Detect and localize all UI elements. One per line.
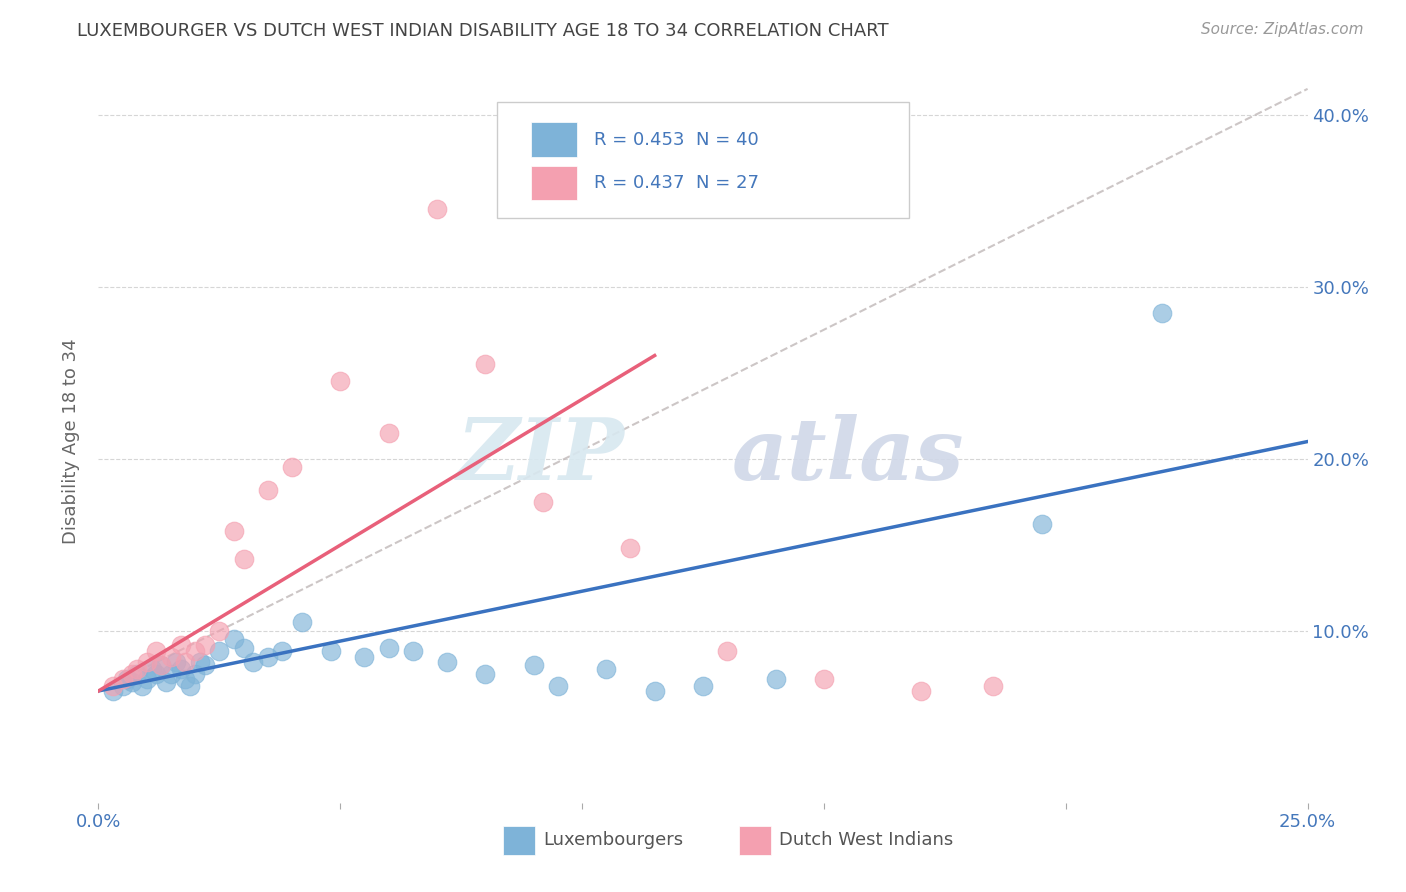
Point bbox=[188, 655, 211, 669]
Point bbox=[222, 524, 245, 538]
Point bbox=[184, 644, 207, 658]
Y-axis label: Disability Age 18 to 34: Disability Age 18 to 34 bbox=[62, 339, 80, 544]
Point bbox=[179, 679, 201, 693]
Point bbox=[692, 679, 714, 693]
Point bbox=[208, 624, 231, 638]
Point bbox=[101, 684, 124, 698]
Point bbox=[160, 649, 183, 664]
Point bbox=[402, 644, 425, 658]
Point bbox=[319, 644, 342, 658]
Point bbox=[1152, 305, 1174, 319]
Text: atlas: atlas bbox=[733, 414, 965, 498]
Text: ZIP: ZIP bbox=[457, 414, 624, 498]
Point bbox=[208, 644, 231, 658]
Point bbox=[169, 638, 191, 652]
Bar bbox=[503, 826, 534, 855]
Point bbox=[474, 357, 496, 371]
Point bbox=[644, 684, 666, 698]
Point bbox=[426, 202, 449, 217]
Point bbox=[121, 666, 143, 681]
Text: R = 0.453  N = 40: R = 0.453 N = 40 bbox=[595, 130, 759, 149]
Point bbox=[141, 662, 163, 676]
Point bbox=[765, 672, 787, 686]
Point bbox=[117, 672, 139, 686]
Bar bbox=[740, 826, 770, 855]
Bar bbox=[531, 122, 578, 157]
Point bbox=[353, 649, 375, 664]
Text: Source: ZipAtlas.com: Source: ZipAtlas.com bbox=[1201, 22, 1364, 37]
Point bbox=[271, 644, 294, 658]
Point bbox=[160, 666, 183, 681]
Point bbox=[131, 679, 153, 693]
Point bbox=[135, 655, 157, 669]
Text: R = 0.437  N = 27: R = 0.437 N = 27 bbox=[595, 174, 759, 192]
Point bbox=[111, 672, 134, 686]
Point bbox=[547, 679, 569, 693]
Point bbox=[174, 655, 197, 669]
Point bbox=[256, 649, 278, 664]
Point bbox=[813, 672, 835, 686]
Point bbox=[377, 640, 399, 655]
FancyBboxPatch shape bbox=[498, 102, 908, 218]
Point bbox=[184, 666, 207, 681]
Point bbox=[981, 679, 1004, 693]
Text: Dutch West Indians: Dutch West Indians bbox=[779, 831, 953, 849]
Point bbox=[619, 541, 641, 556]
Point bbox=[1031, 517, 1053, 532]
Point bbox=[174, 672, 197, 686]
Point bbox=[910, 684, 932, 698]
Point bbox=[474, 666, 496, 681]
Point bbox=[256, 483, 278, 497]
Point bbox=[169, 662, 191, 676]
Point bbox=[436, 655, 458, 669]
Point bbox=[377, 425, 399, 440]
Point bbox=[281, 460, 304, 475]
Point bbox=[127, 666, 149, 681]
Point bbox=[101, 679, 124, 693]
Point bbox=[121, 675, 143, 690]
Point bbox=[150, 658, 173, 673]
Point bbox=[232, 640, 254, 655]
Point bbox=[150, 658, 173, 673]
Text: LUXEMBOURGER VS DUTCH WEST INDIAN DISABILITY AGE 18 TO 34 CORRELATION CHART: LUXEMBOURGER VS DUTCH WEST INDIAN DISABI… bbox=[77, 22, 889, 40]
Point bbox=[155, 675, 177, 690]
Point bbox=[194, 638, 217, 652]
Point bbox=[165, 655, 187, 669]
Point bbox=[716, 644, 738, 658]
Point bbox=[242, 655, 264, 669]
Point bbox=[111, 679, 134, 693]
Point bbox=[595, 662, 617, 676]
Bar bbox=[531, 166, 578, 200]
Point bbox=[194, 658, 217, 673]
Point bbox=[222, 632, 245, 647]
Point bbox=[145, 666, 167, 681]
Text: Luxembourgers: Luxembourgers bbox=[543, 831, 683, 849]
Point bbox=[232, 551, 254, 566]
Point bbox=[145, 644, 167, 658]
Point bbox=[523, 658, 546, 673]
Point bbox=[135, 672, 157, 686]
Point bbox=[290, 615, 312, 630]
Point bbox=[329, 375, 352, 389]
Point bbox=[127, 662, 149, 676]
Point bbox=[531, 494, 554, 508]
